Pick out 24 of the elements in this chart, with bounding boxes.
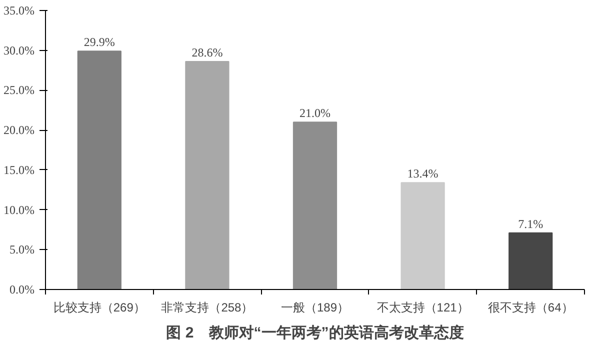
y-tick-label: 25.0% bbox=[4, 83, 35, 98]
y-tick-label: 15.0% bbox=[4, 162, 35, 177]
y-tick-label: 30.0% bbox=[4, 43, 35, 58]
bar bbox=[400, 182, 445, 290]
x-tick-label: 比较支持（269） bbox=[53, 300, 146, 314]
x-tick-label: 很不支持（64） bbox=[488, 300, 574, 314]
data-label: 13.4% bbox=[407, 166, 438, 181]
bar bbox=[292, 122, 338, 290]
data-label: 29.9% bbox=[84, 35, 115, 50]
x-tick-label: 一般（189） bbox=[280, 300, 350, 314]
data-label: 21.0% bbox=[300, 106, 330, 120]
y-tick-label: 5.0% bbox=[10, 242, 35, 257]
y-tick-label: 10.0% bbox=[4, 202, 35, 217]
y-tick-label: 35.0% bbox=[4, 4, 35, 18]
text: 图 2 教师对“一年两考”的英语高考改革态度 bbox=[166, 324, 464, 342]
x-tick-label: 不太支持（121） bbox=[376, 300, 469, 314]
bar bbox=[185, 61, 230, 290]
data-label: 28.6% bbox=[192, 46, 223, 60]
y-tick-label: 20.0% bbox=[4, 123, 35, 138]
y-tick-label: 0.0% bbox=[10, 282, 35, 296]
bar bbox=[508, 232, 553, 290]
data-label: 7.1% bbox=[518, 216, 544, 231]
x-tick-label: 非常支持（258） bbox=[161, 300, 254, 314]
bar bbox=[77, 50, 122, 290]
